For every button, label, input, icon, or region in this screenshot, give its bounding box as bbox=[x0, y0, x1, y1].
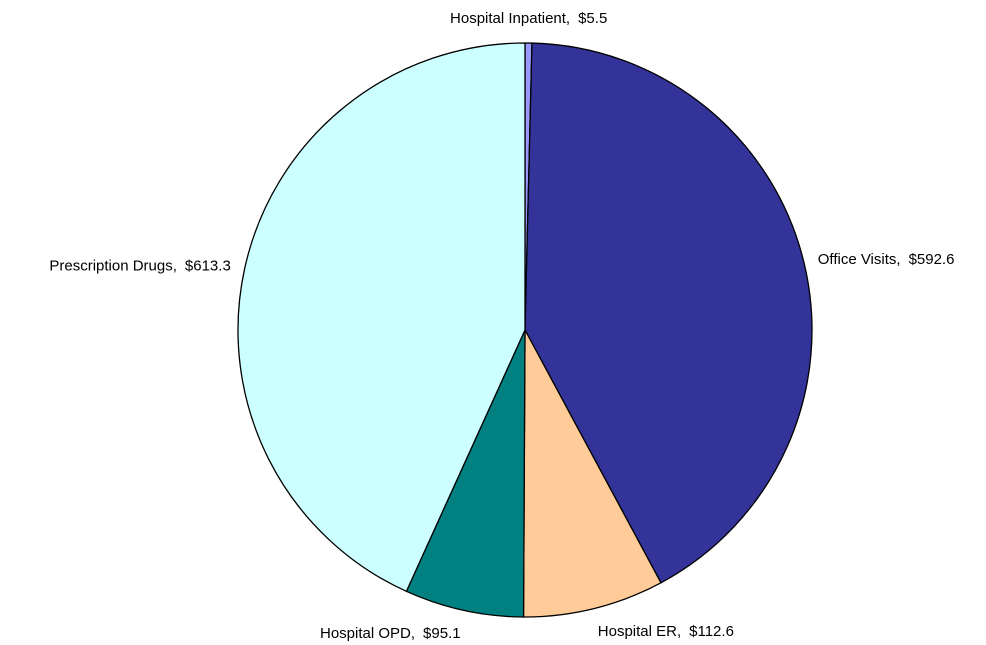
slice-label: Hospital Inpatient, $5.5 bbox=[450, 10, 607, 27]
pie-slice bbox=[524, 42, 813, 584]
pie-slice bbox=[522, 329, 662, 618]
category-label: Hospital OPD, bbox=[320, 625, 415, 642]
value-label: $592.6 bbox=[909, 251, 955, 268]
slice-label: Hospital OPD, $95.1 bbox=[320, 625, 461, 642]
slice-label: Hospital ER, $112.6 bbox=[598, 623, 734, 640]
category-label: Office Visits, bbox=[818, 251, 901, 268]
category-label: Hospital ER, bbox=[598, 623, 681, 640]
category-label: Prescription Drugs, bbox=[49, 257, 177, 274]
value-label: $5.5 bbox=[578, 10, 607, 27]
slice-label: Prescription Drugs, $613.3 bbox=[49, 257, 230, 274]
value-label: $95.1 bbox=[423, 625, 461, 642]
pie-slice bbox=[405, 329, 526, 618]
pie-slice bbox=[237, 42, 526, 593]
value-label: $112.6 bbox=[689, 623, 734, 640]
category-label: Hospital Inpatient, bbox=[450, 10, 570, 27]
value-label: $613.3 bbox=[185, 257, 231, 274]
slice-label: Office Visits, $592.6 bbox=[818, 251, 955, 268]
